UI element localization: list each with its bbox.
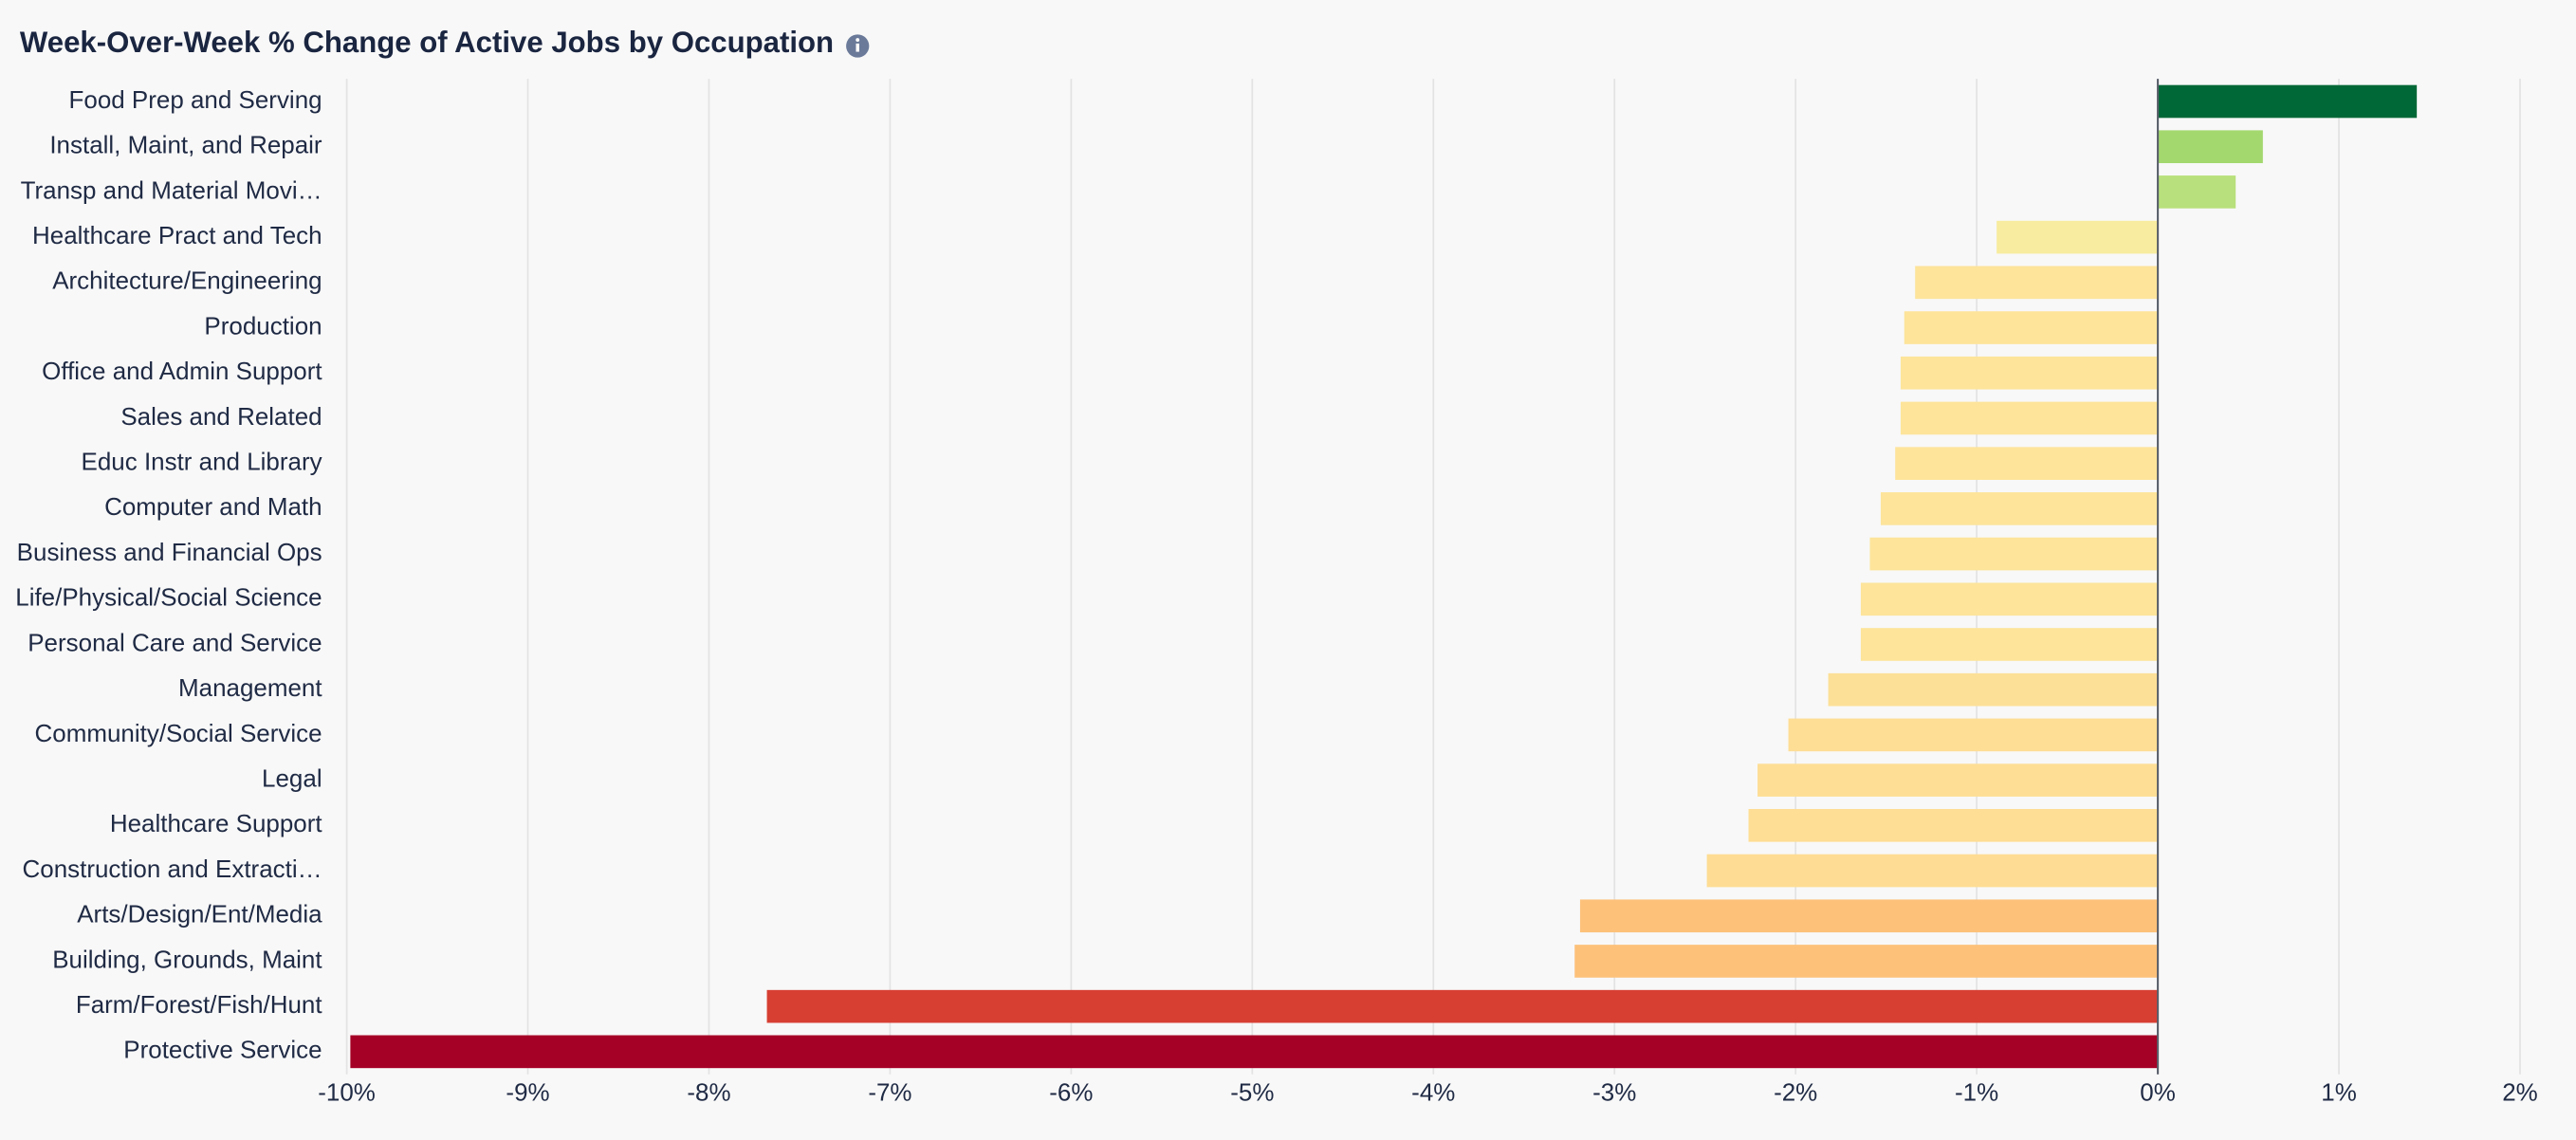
x-tick-label: -4% bbox=[1411, 1077, 1455, 1106]
y-tick-label: Business and Financial Ops bbox=[17, 538, 322, 566]
y-tick-label: Food Prep and Serving bbox=[69, 85, 322, 114]
y-tick-label: Construction and Extracti… bbox=[22, 855, 322, 883]
bar bbox=[1579, 899, 2159, 933]
y-tick-label: Sales and Related bbox=[120, 402, 322, 431]
bar bbox=[1757, 763, 2159, 797]
x-tick-label: -2% bbox=[1774, 1077, 1817, 1106]
y-tick-label: Healthcare Pract and Tech bbox=[32, 221, 322, 249]
info-dot bbox=[856, 38, 860, 42]
bar bbox=[1880, 492, 2159, 525]
bar bbox=[1996, 220, 2159, 254]
y-tick-label: Educ Instr and Library bbox=[82, 448, 322, 476]
bar bbox=[1900, 401, 2159, 435]
x-tick-label: -7% bbox=[868, 1077, 911, 1106]
bar bbox=[1904, 311, 2159, 344]
bar bbox=[2158, 130, 2263, 164]
y-tick-label: Building, Grounds, Maint bbox=[52, 945, 322, 973]
y-tick-label: Management bbox=[178, 673, 322, 702]
bar bbox=[1895, 447, 2159, 480]
y-tick-label: Architecture/Engineering bbox=[52, 267, 322, 295]
x-tick-label: -3% bbox=[1592, 1077, 1636, 1106]
y-tick-label: Personal Care and Service bbox=[28, 628, 322, 656]
y-tick-label: Community/Social Service bbox=[35, 719, 322, 747]
bar bbox=[1860, 582, 2159, 616]
x-tick-label: 1% bbox=[2321, 1077, 2357, 1106]
bar bbox=[1788, 718, 2159, 752]
y-tick-label: Healthcare Support bbox=[110, 809, 323, 837]
bar bbox=[2158, 84, 2418, 119]
bar bbox=[1900, 356, 2159, 390]
x-tick-label: 2% bbox=[2502, 1077, 2538, 1106]
x-tick-label: -1% bbox=[1955, 1077, 1998, 1106]
y-tick-label: Install, Maint, and Repair bbox=[49, 131, 322, 159]
chart-title: Week-Over-Week % Change of Active Jobs b… bbox=[20, 26, 834, 59]
bar bbox=[350, 1035, 2159, 1069]
info-icon[interactable] bbox=[846, 34, 870, 58]
y-tick-label: Legal bbox=[262, 763, 322, 792]
y-tick-label: Arts/Design/Ent/Media bbox=[77, 900, 322, 929]
y-tick-label: Protective Service bbox=[123, 1036, 322, 1064]
y-tick-label: Farm/Forest/Fish/Hunt bbox=[76, 990, 323, 1019]
bar bbox=[2158, 175, 2236, 209]
bar bbox=[1869, 537, 2159, 571]
x-tick-label: -8% bbox=[687, 1077, 730, 1106]
bar bbox=[1748, 809, 2159, 842]
x-tick-label: -6% bbox=[1049, 1077, 1093, 1106]
x-tick-label: -5% bbox=[1230, 1077, 1274, 1106]
bar bbox=[766, 989, 2159, 1023]
y-tick-label: Production bbox=[204, 311, 322, 340]
y-tick-label: Office and Admin Support bbox=[42, 357, 322, 385]
bar bbox=[1828, 672, 2159, 707]
y-tick-label: Life/Physical/Social Science bbox=[15, 583, 322, 612]
y-tick-label: Computer and Math bbox=[104, 492, 322, 521]
bar bbox=[1706, 854, 2159, 888]
x-tick-label: 0% bbox=[2140, 1077, 2176, 1106]
info-stem bbox=[856, 43, 859, 52]
x-tick-label: -10% bbox=[318, 1077, 376, 1106]
bar bbox=[1860, 628, 2159, 661]
bar bbox=[1574, 945, 2159, 978]
x-tick-label: -9% bbox=[506, 1077, 549, 1106]
y-tick-label: Transp and Material Movi… bbox=[21, 175, 322, 204]
bar bbox=[1915, 266, 2159, 300]
